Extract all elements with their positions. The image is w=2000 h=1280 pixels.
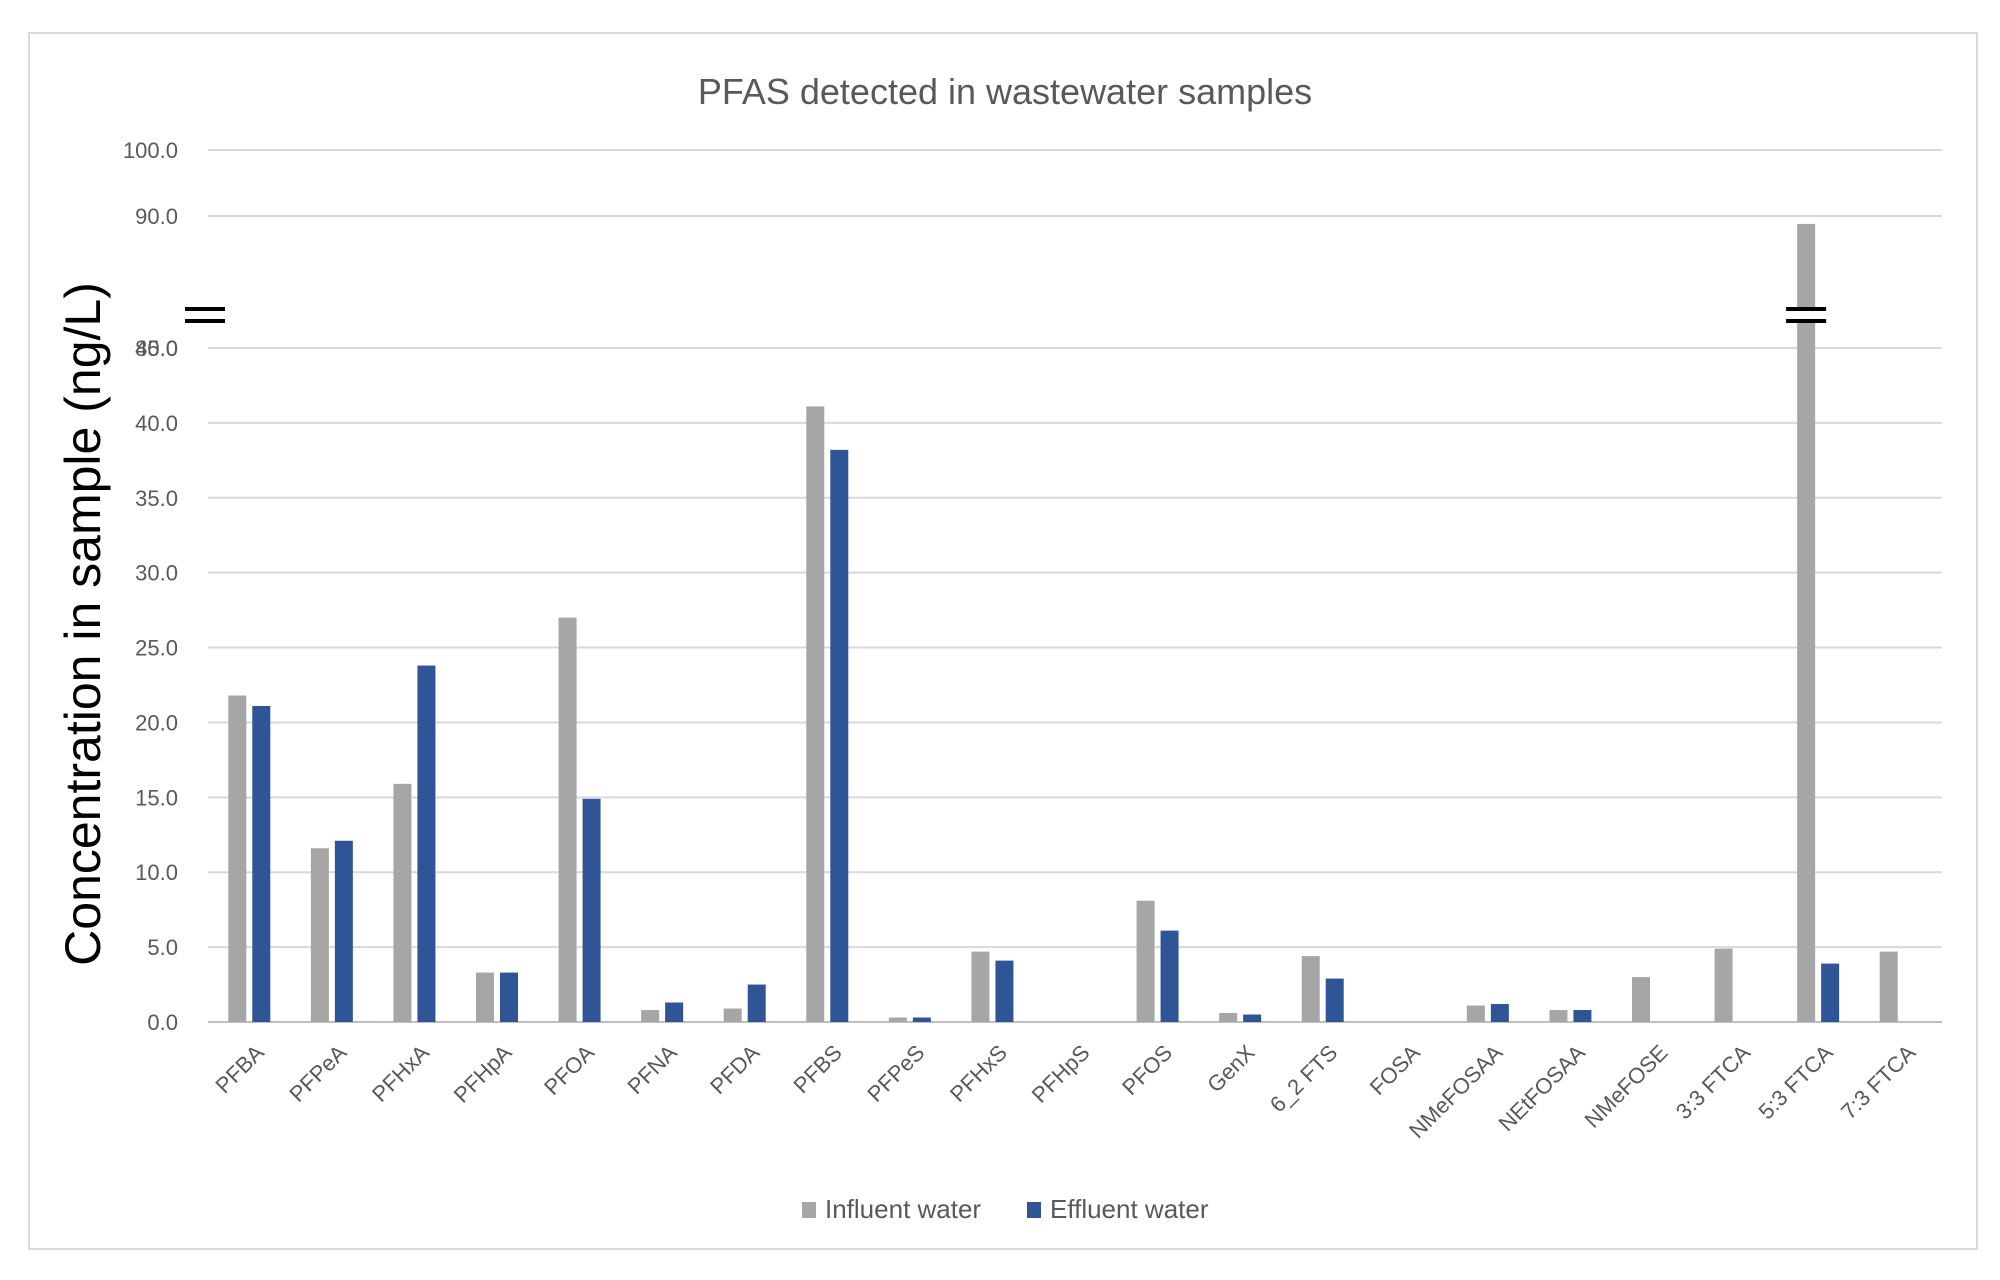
bar-effluent xyxy=(1243,1014,1262,1022)
bar-influent xyxy=(393,783,412,1022)
x-tick-label: 5:3 FTCA xyxy=(1753,1040,1837,1124)
bar-effluent xyxy=(582,798,601,1022)
x-tick-label: PFOS xyxy=(1117,1040,1177,1100)
y-tick-label: 25.0 xyxy=(135,636,178,661)
bars xyxy=(228,223,1898,1023)
bar-effluent xyxy=(665,1002,684,1022)
y-tick-label: 30.0 xyxy=(135,561,178,586)
bar-influent xyxy=(1219,1013,1238,1022)
bar-effluent xyxy=(1325,978,1344,1022)
legend-swatch-influent xyxy=(802,1202,816,1218)
y-tick-label: 10.0 xyxy=(135,860,178,885)
y-tick-label: 20.0 xyxy=(135,710,178,735)
bar-influent xyxy=(641,1010,660,1022)
bar-effluent xyxy=(1160,930,1179,1022)
x-tick-label: GenX xyxy=(1202,1040,1260,1098)
bar-influent xyxy=(1549,1010,1568,1022)
bar-effluent xyxy=(1821,963,1840,1022)
legend-swatch-effluent xyxy=(1027,1202,1041,1218)
bar-effluent xyxy=(334,840,353,1022)
x-tick-label: PFBA xyxy=(211,1040,270,1099)
bar-effluent xyxy=(417,665,436,1022)
bar-influent xyxy=(1797,223,1816,1023)
x-tick-labels: PFBA PFPeA PFHxA PFHpA PFOA PFNA PFDA PFBS PFPeS… xyxy=(211,1040,1921,1143)
bar-break-mark xyxy=(1786,307,1827,323)
bar-influent xyxy=(1714,948,1733,1022)
gridlines xyxy=(208,149,1942,1023)
bar-influent xyxy=(476,972,494,1022)
y-tick-labels: 0.0 5.0 10.0 15.0 20.0 25.0 30.0 35.0 40.0 45.080… xyxy=(123,138,178,1035)
x-tick-label: PFHpS xyxy=(1027,1040,1095,1108)
y-tick-label: 45.0 xyxy=(135,336,178,361)
x-tick-label: PFPeA xyxy=(284,1040,351,1107)
bar-effluent xyxy=(252,705,271,1022)
bar-influent xyxy=(1466,1005,1485,1022)
x-tick-label: 6_2 FTS xyxy=(1265,1040,1342,1117)
y-tick-label: 40.0 xyxy=(135,411,178,436)
bar-influent xyxy=(723,1008,742,1022)
chart-title: PFAS detected in wastewater samples xyxy=(698,71,1312,112)
bar-influent xyxy=(1632,977,1650,1022)
x-tick-label: PFPeS xyxy=(862,1040,929,1107)
x-tick-label: NMeFOSE xyxy=(1580,1040,1673,1133)
bar-influent xyxy=(1301,956,1320,1022)
bar-effluent xyxy=(1490,1004,1509,1022)
bar-influent xyxy=(971,951,990,1022)
chart-svg: PFAS detected in wastewater samples Conc… xyxy=(55,71,1942,1224)
x-tick-label: PFDA xyxy=(705,1040,764,1099)
legend-label-influent: Influent water xyxy=(825,1194,981,1224)
bar-effluent xyxy=(995,960,1014,1022)
bar-effluent xyxy=(830,449,849,1022)
x-tick-label: 3:3 FTCA xyxy=(1671,1040,1755,1124)
bar-effluent xyxy=(912,1017,931,1022)
x-tick-label: PFBS xyxy=(789,1040,847,1098)
y-tick-label: 5.0 xyxy=(147,935,178,960)
y-axis-label: Concentration in sample (ng/L) xyxy=(55,282,111,966)
y-tick-label: 35.0 xyxy=(135,486,178,511)
chart-frame: PFAS detected in wastewater samples Conc… xyxy=(28,32,1978,1250)
bar-influent xyxy=(806,406,825,1022)
axis-break-mark xyxy=(185,307,225,323)
bar-influent xyxy=(558,617,577,1022)
bar-effluent xyxy=(500,972,518,1022)
axis-break-marks xyxy=(185,307,1827,323)
x-tick-label: 7:3 FTCA xyxy=(1836,1040,1920,1124)
bar-influent xyxy=(228,695,247,1022)
y-tick-label: 100.0 xyxy=(123,138,178,163)
bar-influent xyxy=(1879,951,1898,1022)
x-tick-label: PFNA xyxy=(623,1040,682,1099)
legend-label-effluent: Effluent water xyxy=(1050,1194,1209,1224)
y-tick-label: 0.0 xyxy=(147,1010,178,1035)
x-tick-label: PFHpA xyxy=(449,1040,517,1108)
bar-influent xyxy=(310,848,329,1022)
legend: Influent water Effluent water xyxy=(802,1194,1209,1224)
x-tick-label: PFHxA xyxy=(367,1040,434,1107)
y-tick-label: 90.0 xyxy=(135,204,178,229)
bar-effluent xyxy=(747,984,766,1022)
x-tick-label: PFHxS xyxy=(945,1040,1012,1107)
x-tick-label: FOSA xyxy=(1365,1040,1425,1100)
x-tick-label: PFOA xyxy=(539,1040,599,1100)
x-tick-label: NEtFOSAA xyxy=(1494,1040,1591,1137)
y-tick-label: 80.0 xyxy=(135,336,178,361)
bar-influent xyxy=(888,1017,907,1022)
y-tick-label: 15.0 xyxy=(135,785,178,810)
bar-influent xyxy=(1136,900,1155,1022)
bar-effluent xyxy=(1573,1010,1592,1022)
